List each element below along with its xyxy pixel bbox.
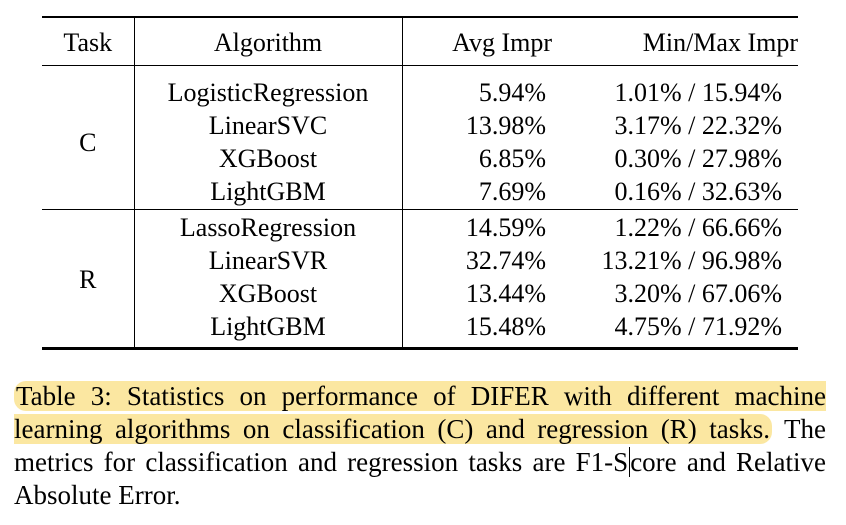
results-table: Task Algorithm Avg Impr Min/Max Impr C L… [42,16,798,350]
classification-group: C LogisticRegression 5.94% 1.01% / 15.94… [42,65,798,210]
minmax-impr-cell: 4.75% / 71.92% [614,312,782,341]
algorithm-cell: LinearSVR [134,244,403,277]
minmax-impr-cell: 0.16% / 32.63% [614,177,782,206]
minmax-impr-cell: 3.17% / 22.32% [614,111,782,140]
table-row: LightGBM 7.69% 0.16% / 32.63% [42,175,798,210]
header-minmax-impr: Min/Max Impr [642,28,798,57]
minmax-impr-cell: 3.20% / 67.06% [614,279,782,308]
avg-impr-cell: 5.94% [478,78,546,107]
table-row: C LogisticRegression 5.94% 1.01% / 15.94… [42,65,798,210]
results-table-container: Task Algorithm Avg Impr Min/Max Impr C L… [42,16,798,350]
algorithm-cell: XGBoost [134,142,403,175]
table-row: LinearSVC 13.98% 3.17% / 22.32% [42,109,798,142]
table-caption[interactable]: Table 3: Statistics on performance of DI… [14,380,826,512]
regression-group: R LassoRegression 14.59% 1.22% / 66.66% … [42,209,798,349]
minmax-impr-cell: 1.22% / 66.66% [614,213,782,242]
header-task: Task [42,17,135,66]
minmax-impr-cell: 13.21% / 96.98% [601,246,782,275]
algorithm-cell: LassoRegression [134,209,403,244]
caption-highlight[interactable]: Table 3: Statistics on performance of DI… [14,381,826,444]
avg-impr-cell: 14.59% [465,213,546,242]
minmax-impr-cell: 1.01% / 15.94% [614,78,782,107]
task-label-regression: R [42,209,135,349]
caption-text-before-cursor: The metrics for classification and regre… [14,414,826,477]
table-row: R LassoRegression 14.59% 1.22% / 66.66% [42,209,798,349]
table-header-row: Task Algorithm Avg Impr Min/Max Impr [42,17,798,66]
algorithm-cell: LightGBM [134,175,403,210]
header-algorithm: Algorithm [134,17,403,66]
algorithm-cell: LightGBM [134,310,403,349]
algorithm-cell: LinearSVC [134,109,403,142]
algorithm-cell: LogisticRegression [134,65,403,109]
minmax-impr-cell: 0.30% / 27.98% [614,144,782,173]
avg-impr-cell: 13.98% [465,111,546,140]
table-row: XGBoost 13.44% 3.20% / 67.06% [42,277,798,310]
header-avg-impr: Avg Impr [452,28,552,57]
avg-impr-cell: 32.74% [465,246,546,275]
table-row: XGBoost 6.85% 0.30% / 27.98% [42,142,798,175]
table-row: LinearSVR 32.74% 13.21% / 96.98% [42,244,798,277]
avg-impr-cell: 13.44% [465,279,546,308]
avg-impr-cell: 7.69% [478,177,546,206]
avg-impr-cell: 6.85% [478,144,546,173]
caption-text-after-cursor: core and Relative Absolute Error. [14,447,826,510]
algorithm-cell: XGBoost [134,277,403,310]
task-label-classification: C [42,65,135,210]
avg-impr-cell: 15.48% [465,312,546,341]
table-row: LightGBM 15.48% 4.75% / 71.92% [42,310,798,349]
